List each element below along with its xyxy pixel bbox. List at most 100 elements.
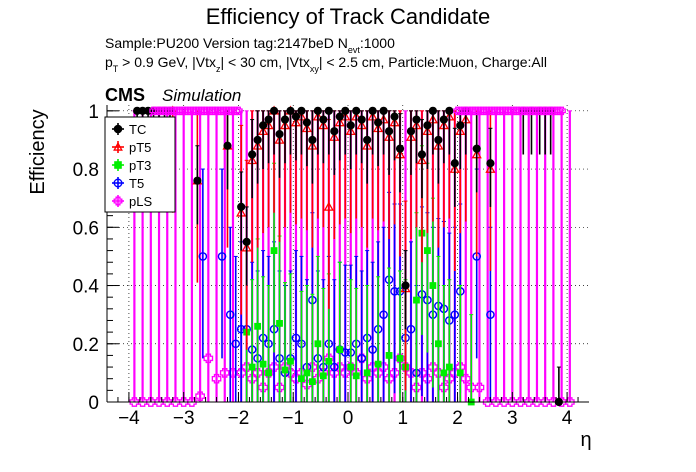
top-markers — [149, 106, 566, 116]
data-point — [291, 112, 301, 121]
legend-entries: TC pT5 pT3 T5 pLS — [112, 122, 152, 209]
data-point — [313, 106, 322, 115]
data-point — [137, 397, 148, 407]
legend-marker — [113, 124, 123, 134]
data-point — [225, 310, 235, 319]
data-point — [368, 106, 377, 115]
data-point — [170, 397, 181, 407]
data-point — [281, 366, 289, 374]
x-tick-label: 3 — [507, 408, 518, 429]
cut-vtxxy: | < 30 cm, |Vtx — [220, 54, 309, 70]
cut-vtxxy-sub: xy — [310, 64, 320, 74]
data-point — [347, 363, 355, 371]
data-point — [259, 121, 268, 130]
data-point — [411, 382, 422, 393]
data-point — [439, 115, 448, 124]
data-point — [324, 106, 333, 115]
data-point — [154, 397, 164, 407]
data-point — [330, 362, 339, 372]
cut-vtxz: > 0.9 GeV, |Vtx — [118, 54, 216, 70]
data-point — [352, 106, 361, 115]
y-tick-label: 0.6 — [73, 218, 99, 239]
data-point — [198, 252, 208, 261]
info-sample-text: Sample:PU200 Version tag:2147beD N — [105, 35, 348, 51]
data-point — [252, 368, 263, 378]
data-point — [270, 247, 278, 254]
info-line-sample: Sample:PU200 Version tag:2147beD Nevt:10… — [105, 35, 395, 55]
x-tick-label: −4 — [118, 408, 140, 429]
legend-label: T5 — [129, 176, 144, 191]
legend-label: pT3 — [129, 158, 151, 173]
data-point — [319, 115, 328, 124]
data-point — [314, 340, 322, 348]
data-point — [401, 281, 410, 290]
legend-label: TC — [129, 122, 146, 137]
data-point — [308, 378, 316, 386]
data-point — [486, 310, 495, 319]
data-point — [265, 369, 272, 377]
data-point — [211, 373, 222, 384]
data-point — [499, 397, 509, 407]
axes: −4 −3 −2 −1 0 1 2 3 4 0 0.2 0.4 0.6 0.8 1 — [73, 102, 589, 429]
legend: TC pT5 pT3 T5 pLS — [104, 116, 176, 213]
data-point — [248, 363, 256, 371]
data-point — [507, 397, 518, 407]
data-point — [231, 339, 241, 349]
data-point — [356, 353, 367, 364]
data-point — [389, 368, 400, 378]
data-point — [413, 296, 420, 304]
data-point — [223, 141, 232, 150]
data-point — [287, 357, 294, 365]
data-point — [406, 127, 416, 136]
data-point — [248, 150, 257, 159]
data-point — [395, 144, 405, 153]
data-point — [217, 252, 227, 261]
data-point — [474, 382, 485, 393]
data-point — [336, 346, 344, 353]
legend-marker — [113, 196, 123, 206]
data-point — [352, 372, 360, 380]
data-point — [445, 363, 453, 371]
data-point — [237, 202, 246, 212]
data-point — [523, 397, 534, 407]
data-point — [363, 135, 372, 145]
x-tick-label: 1 — [397, 408, 408, 429]
data-point — [532, 397, 542, 407]
data-point — [362, 373, 373, 384]
data-point — [384, 127, 394, 136]
data-point — [434, 340, 442, 348]
data-point — [242, 237, 251, 246]
data-point — [396, 354, 404, 362]
data-point — [460, 373, 471, 384]
data-point — [390, 287, 399, 296]
top-marker — [234, 106, 243, 116]
data-point — [486, 159, 495, 168]
y-axis-label: Efficiency — [27, 109, 49, 194]
data-point — [434, 135, 443, 145]
data-point — [440, 369, 448, 377]
data-point — [129, 397, 140, 407]
data-point — [325, 357, 333, 365]
data-point — [269, 106, 279, 115]
x-axis-label: η — [580, 429, 591, 451]
data-point — [330, 127, 339, 136]
data-point — [307, 362, 318, 372]
data-point — [323, 201, 334, 211]
data-point — [335, 112, 344, 121]
cut-vtxz-sub: z — [216, 64, 221, 74]
data-point — [274, 382, 285, 393]
y-tick-label: 0.2 — [73, 335, 99, 356]
data-point — [145, 397, 156, 407]
data-point — [357, 354, 366, 363]
data-point — [357, 115, 366, 124]
info-nevt-subscript: evt — [348, 45, 361, 55]
data-point — [422, 373, 433, 384]
x-tick-label: 4 — [562, 408, 573, 429]
data-point — [195, 391, 205, 402]
data-point — [258, 382, 268, 393]
chart-title: Efficiency of Track Candidate — [206, 4, 491, 29]
data-point — [374, 360, 382, 368]
cms-label: CMS — [105, 85, 145, 105]
simulation-label: Simulation — [162, 86, 241, 105]
y-tick-label: 0.8 — [73, 160, 99, 181]
